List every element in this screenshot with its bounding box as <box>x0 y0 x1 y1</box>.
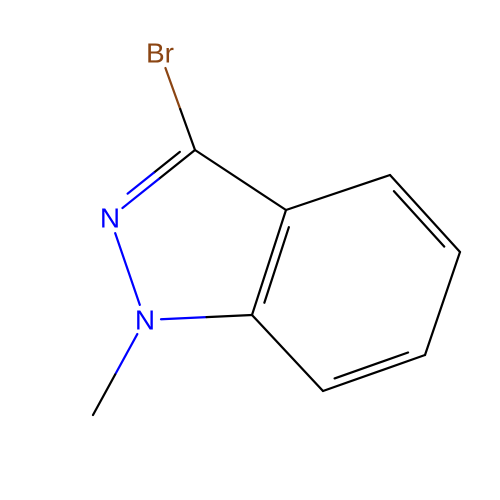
molecule-diagram: Br N N <box>0 0 500 500</box>
atom-label-br: Br <box>146 38 174 69</box>
atom-label-n1: N <box>135 305 155 336</box>
atom-label-n2: N <box>100 203 120 234</box>
